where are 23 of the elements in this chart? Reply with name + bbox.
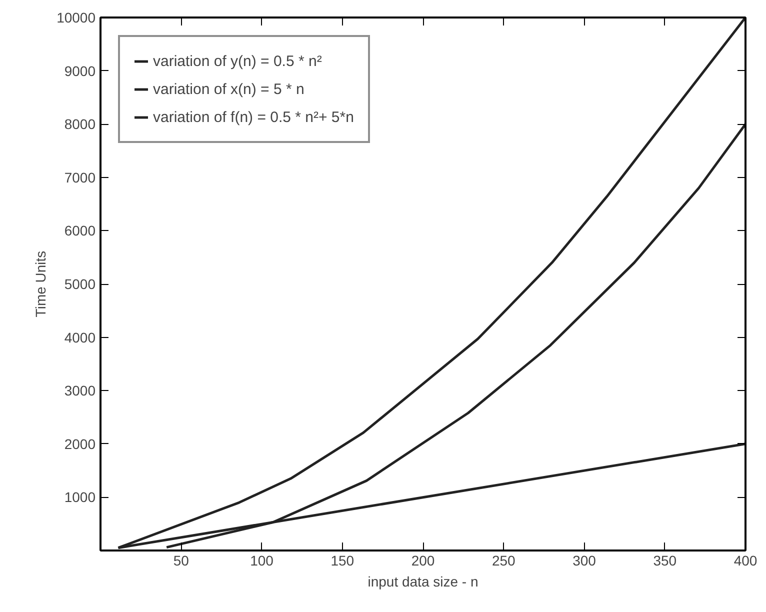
- legend-label: variation of y(n) = 0.5 * n²: [153, 52, 322, 70]
- y-tick-label: 8000: [64, 116, 96, 132]
- y-tick-label: 1000: [64, 489, 96, 506]
- y-axis-title: Time Units: [32, 250, 49, 318]
- y-tick-label: 7000: [64, 169, 96, 186]
- legend-label: variation of x(n) = 5 * n: [153, 80, 304, 98]
- x-tick-label: 150: [330, 552, 354, 568]
- y-tick-label: 6000: [64, 222, 96, 239]
- y-tick-label: 2000: [64, 436, 96, 452]
- y-tick-label: 9000: [64, 62, 96, 79]
- y-tick-label: 10000: [56, 10, 96, 26]
- x-tick-label: 350: [653, 552, 677, 568]
- y-tick-label: 5000: [64, 276, 96, 292]
- y-tick-label: 4000: [64, 329, 96, 346]
- x-tick-label: 250: [492, 552, 516, 568]
- x-tick-label: 300: [572, 552, 596, 568]
- x-tick-label: 200: [411, 552, 435, 568]
- x-axis-title: input data size - n: [368, 574, 478, 590]
- y-tick-label: 3000: [64, 382, 96, 399]
- x-tick-label: 400: [734, 552, 758, 568]
- legend-label: variation of f(n) = 0.5 * n²+ 5*n: [153, 108, 354, 126]
- x-tick-label: 100: [250, 552, 274, 568]
- x-tick-label: 50: [173, 552, 190, 568]
